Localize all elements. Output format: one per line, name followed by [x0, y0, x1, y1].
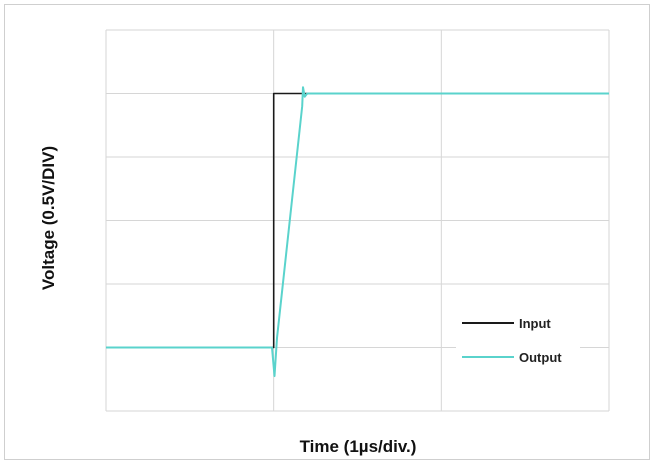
legend-item-background [456, 313, 580, 333]
x-axis-label: Time (1µs/div.) [300, 437, 417, 456]
legend-label-input: Input [519, 316, 551, 331]
y-axis-label: Voltage (0.5V/DIV) [39, 146, 58, 290]
legend-label-output: Output [519, 350, 562, 365]
legend: Input Output [456, 313, 580, 367]
series-line-output [106, 86, 609, 378]
legend-item-background [456, 347, 580, 367]
chart-frame [4, 4, 650, 460]
series-lines [106, 86, 609, 378]
